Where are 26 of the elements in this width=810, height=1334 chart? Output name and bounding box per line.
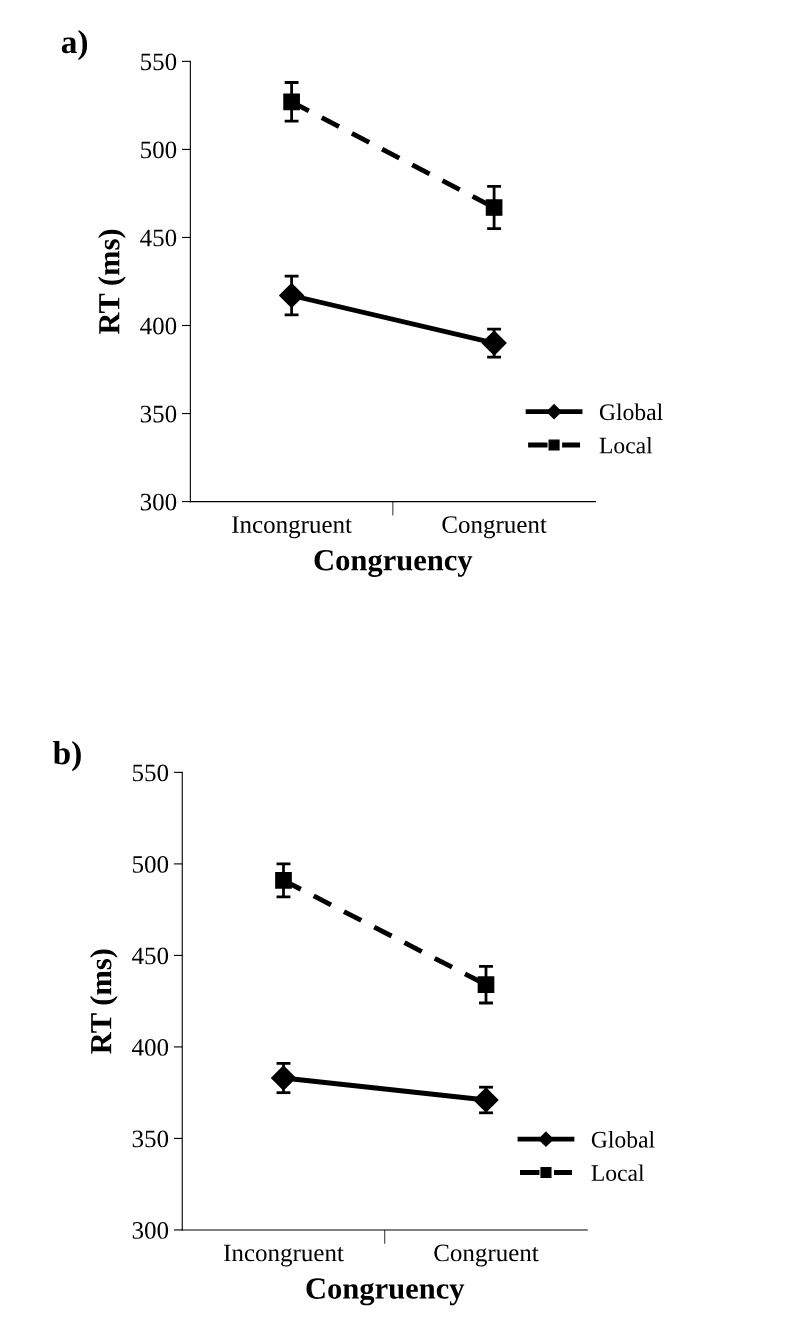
y-tick-label: 500 [141, 141, 177, 159]
legend-label: Global [591, 1131, 655, 1148]
legend-label: Global [599, 403, 663, 421]
y-tick-label: 300 [132, 1222, 169, 1239]
y-tick-label: 400 [140, 317, 177, 335]
x-tick-label: Incongruent [232, 516, 352, 539]
chart-title: b) [53, 740, 81, 772]
x-tick-label: Incongruent [224, 1244, 344, 1267]
y-tick-label: 450 [140, 229, 177, 247]
y-tick-label: 550 [141, 53, 177, 71]
y-tick-label: 400 [132, 1038, 169, 1056]
legend-label: Local [591, 1164, 645, 1182]
y-tick-label: 300 [140, 493, 177, 511]
y-tick-label: 350 [140, 405, 177, 423]
y-tick-label: 550 [133, 764, 169, 782]
x-axis-title: Congruency [306, 1278, 465, 1306]
x-axis-title: Congruency [314, 549, 473, 577]
y-axis-title: RT (ms) [98, 229, 126, 335]
y-tick-label: 350 [132, 1130, 169, 1148]
x-tick-label: Congruent [434, 1244, 539, 1267]
y-tick-label: 500 [133, 855, 169, 873]
y-tick-label: 450 [132, 947, 169, 965]
x-tick-label: Congruent [442, 516, 547, 539]
legend-label: Local [599, 436, 653, 454]
y-axis-title: RT (ms) [89, 949, 118, 1054]
chart-title: a) [61, 29, 88, 61]
